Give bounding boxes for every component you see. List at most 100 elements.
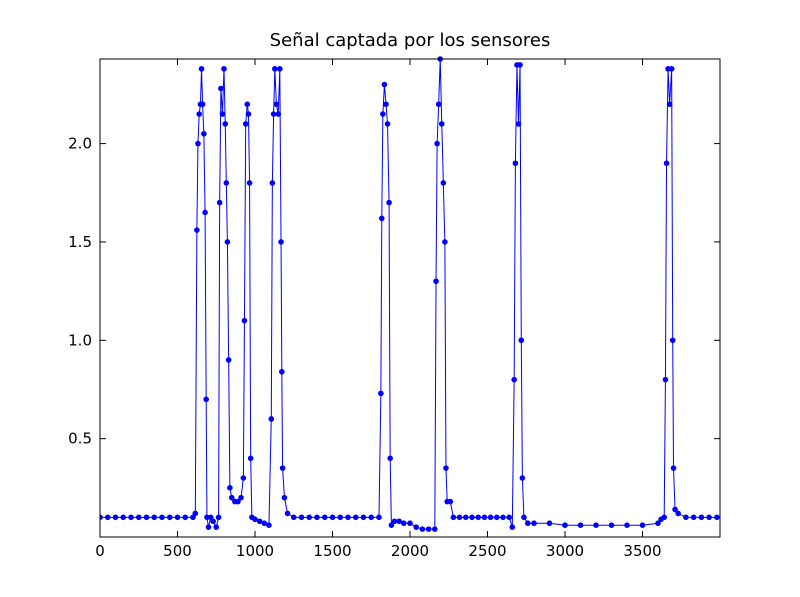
point (194, 227, 200, 233)
point (321, 514, 328, 521)
point (714, 514, 720, 521)
point (190, 514, 196, 521)
x-tick-label: 0 (95, 542, 105, 560)
x-tick-label: 3000 (546, 542, 584, 560)
point (463, 514, 469, 521)
point (506, 514, 513, 521)
point (261, 520, 268, 527)
point (247, 455, 254, 462)
point (221, 66, 227, 72)
point (419, 526, 426, 532)
point (244, 101, 251, 108)
point (266, 522, 272, 528)
x-tick-label: 1000 (236, 542, 274, 560)
point (663, 160, 670, 167)
point (268, 416, 275, 422)
point (228, 494, 235, 501)
point (241, 317, 248, 324)
point (396, 518, 402, 525)
point (517, 62, 523, 68)
point (475, 514, 482, 521)
point (378, 390, 384, 397)
point (440, 180, 447, 186)
point (143, 514, 150, 521)
point (279, 368, 285, 375)
point (246, 180, 253, 186)
point (198, 66, 205, 72)
point (223, 180, 230, 186)
point (669, 337, 676, 344)
plot-frame (99, 58, 721, 538)
x-tick-label: 3500 (623, 542, 661, 560)
point (218, 85, 224, 92)
point (378, 215, 385, 222)
point (494, 514, 500, 521)
point (661, 514, 668, 521)
point (447, 498, 454, 505)
point (205, 524, 212, 530)
point (269, 180, 276, 186)
point (500, 514, 506, 521)
point (683, 514, 689, 521)
y-tick-label: 1.5 (68, 233, 92, 251)
point (284, 510, 291, 517)
point (281, 494, 288, 501)
point (224, 239, 231, 245)
point (104, 514, 111, 521)
chart-title: Señal captada por los sensores (270, 30, 551, 51)
point (387, 455, 393, 462)
point (174, 514, 181, 521)
point (515, 121, 522, 127)
x-tick-label: 2500 (468, 542, 506, 560)
point (509, 524, 516, 530)
point (662, 376, 669, 383)
point (434, 140, 440, 147)
point (666, 101, 673, 108)
point (481, 514, 488, 521)
point (352, 514, 359, 521)
point (275, 111, 282, 117)
point (432, 526, 438, 532)
point (391, 518, 398, 525)
point (227, 485, 233, 491)
point (386, 199, 392, 206)
point (252, 516, 258, 523)
point (238, 494, 244, 501)
point (512, 160, 519, 167)
point (196, 111, 202, 117)
point (443, 465, 449, 471)
point (521, 514, 527, 521)
point (192, 510, 199, 517)
point (698, 514, 705, 521)
point (182, 514, 189, 521)
point (159, 514, 165, 521)
point (151, 514, 158, 521)
point (360, 514, 367, 521)
point (593, 522, 599, 528)
point (345, 514, 351, 521)
point (608, 522, 615, 528)
point (519, 475, 526, 481)
point (208, 514, 214, 521)
point (562, 522, 568, 528)
point (376, 514, 382, 521)
point (222, 121, 229, 127)
point (450, 514, 457, 521)
point (469, 514, 475, 521)
point (577, 522, 584, 528)
point (672, 506, 678, 513)
point (670, 465, 677, 471)
point (195, 140, 201, 147)
point (213, 524, 220, 530)
point (290, 514, 297, 521)
point (690, 514, 697, 521)
point (433, 278, 439, 285)
point (531, 520, 537, 527)
x-tick-label: 1500 (313, 542, 351, 560)
point (242, 121, 249, 127)
point (456, 514, 463, 521)
point (413, 524, 420, 530)
point (203, 396, 209, 403)
